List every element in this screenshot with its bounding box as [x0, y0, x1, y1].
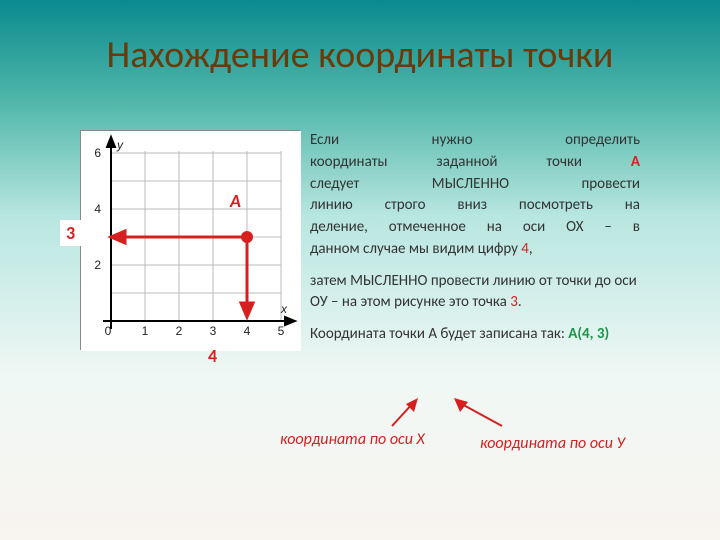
paragraph-3: Координата точки А будет записана так: А…: [310, 324, 640, 346]
p1-line4: линию строго вниз посмотреть на: [310, 195, 640, 217]
svg-text:2: 2: [94, 258, 101, 272]
arrow-to-y-label: [452, 398, 512, 432]
svg-text:3: 3: [210, 324, 217, 338]
y-axis-label: координата по оси У: [480, 434, 625, 453]
arrow-to-x-label: [384, 398, 424, 432]
paragraph-2: затем МЫСЛЕННО провести линию от точки д…: [310, 271, 640, 315]
x-value-label: 4: [208, 345, 217, 367]
svg-text:0: 0: [105, 324, 112, 338]
p1-line2: координаты заданной точки А: [310, 152, 640, 174]
svg-text:4: 4: [244, 324, 251, 338]
content-area: 0 1 2 3 4 5 2 4 6 x y: [0, 130, 720, 370]
chart-svg: 0 1 2 3 4 5 2 4 6 x y: [81, 131, 301, 351]
x-axis-label: координата по оси Х: [280, 430, 425, 449]
page-title: Нахождение координаты точки: [0, 32, 720, 78]
point-a-mention: А: [631, 153, 640, 171]
value-4: 4: [521, 240, 529, 258]
coordinate-result: А(4, 3): [568, 325, 609, 343]
point-label: А: [230, 190, 241, 212]
y-value-label: 3: [60, 220, 81, 246]
chart-wrap: 0 1 2 3 4 5 2 4 6 x y: [60, 130, 300, 370]
svg-text:6: 6: [94, 146, 101, 160]
p1-line3: следует МЫСЛЕННО провести: [310, 174, 640, 196]
slide: Нахождение координаты точки: [0, 0, 720, 540]
paragraph-1: Если нужно определить координаты заданно…: [310, 130, 640, 261]
p1-line5: деление, отмеченное на оси ОХ – в: [310, 217, 640, 239]
svg-text:2: 2: [176, 324, 183, 338]
coordinate-chart: 0 1 2 3 4 5 2 4 6 x y: [80, 130, 300, 350]
svg-text:y: y: [116, 138, 124, 152]
graph-panel: 0 1 2 3 4 5 2 4 6 x y: [0, 130, 300, 370]
p1-line6: данном случае мы видим цифру 4,: [310, 239, 640, 261]
svg-text:1: 1: [142, 324, 149, 338]
svg-text:5: 5: [278, 324, 285, 338]
value-3: 3: [510, 293, 518, 311]
svg-text:4: 4: [94, 202, 101, 216]
explanation-text: Если нужно определить координаты заданно…: [300, 130, 680, 370]
p1-line1: Если нужно определить: [310, 130, 640, 152]
svg-text:x: x: [280, 302, 288, 316]
